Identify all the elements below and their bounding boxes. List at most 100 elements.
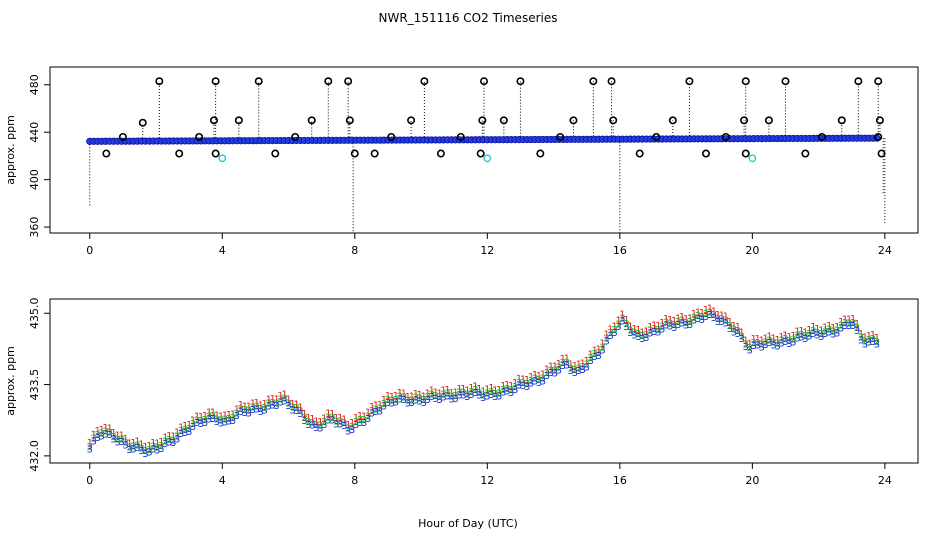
series-2-point: 2 <box>218 416 224 427</box>
series-2-point: 2 <box>623 319 629 330</box>
series-2-point: 2 <box>866 335 872 346</box>
series-3-point: 3 <box>754 341 760 352</box>
series-2-point: 2 <box>842 318 848 329</box>
series-3-point: 3 <box>623 322 629 333</box>
series-3-point: 3 <box>595 351 601 362</box>
series-1-point: 1 <box>182 421 188 432</box>
spike-point <box>781 77 790 86</box>
series-1-point: 1 <box>281 390 287 401</box>
series-1-point: 1 <box>679 312 685 323</box>
bottom-y-tick-label: 435.0 <box>28 298 41 330</box>
series-1-point: 1 <box>424 388 430 399</box>
series-2-point: 2 <box>814 328 820 339</box>
series-2-point: 2 <box>234 408 240 419</box>
series-2-point: 2 <box>540 373 546 384</box>
series-2-point: 2 <box>659 322 665 333</box>
series-1-point: 1 <box>214 411 220 422</box>
series-2-point: 2 <box>651 324 657 335</box>
series-1-point: 1 <box>683 314 689 325</box>
series-2-point: 2 <box>643 330 649 341</box>
series-2-point: 2 <box>544 368 550 379</box>
series-2-point: 2 <box>210 411 216 422</box>
series-1-point: 1 <box>293 399 299 410</box>
series-3-point: 3 <box>556 366 562 377</box>
series-3-point: 3 <box>424 395 430 406</box>
series-1-point: 1 <box>166 431 172 442</box>
series-1-point: 1 <box>397 388 403 399</box>
bottom-x-tick-label: 24 <box>878 474 892 487</box>
series-2-point: 2 <box>460 388 466 399</box>
series-1-point: 1 <box>802 327 808 338</box>
series-3-point: 3 <box>297 409 303 420</box>
series-3-point: 3 <box>261 406 267 417</box>
series-2-point: 2 <box>568 363 574 374</box>
series-3-point: 3 <box>846 321 852 332</box>
series-3-point: 3 <box>818 332 824 343</box>
series-2-point: 2 <box>631 328 637 339</box>
series-3-point: 3 <box>349 425 355 436</box>
series-1-point: 1 <box>250 399 256 410</box>
series-1-point: 1 <box>520 374 526 385</box>
series-3-point: 3 <box>727 324 733 335</box>
series-1-point: 1 <box>110 428 116 439</box>
series-1-point: 1 <box>102 423 108 434</box>
series-3-point: 3 <box>178 429 184 440</box>
series-3-point: 3 <box>476 391 482 402</box>
series-3-point: 3 <box>333 420 339 431</box>
series-3-point: 3 <box>230 416 236 427</box>
series-2-point: 2 <box>834 326 840 337</box>
bottom-x-tick-label: 4 <box>219 474 226 487</box>
series-1: 1111111111111111111111111111111111111111… <box>87 304 881 454</box>
series-2-point: 2 <box>254 402 260 413</box>
series-2-point: 2 <box>679 316 685 327</box>
series-1-point: 1 <box>305 413 311 424</box>
series-1-point: 1 <box>580 358 586 369</box>
series-1-point: 1 <box>337 413 343 424</box>
series-1-point: 1 <box>329 409 335 420</box>
series-3-point: 3 <box>731 327 737 338</box>
series-1-point: 1 <box>377 400 383 411</box>
series-3-point: 3 <box>242 408 248 419</box>
series-3-point: 3 <box>448 394 454 405</box>
spike-point <box>478 116 487 125</box>
series-2-point: 2 <box>838 321 844 332</box>
series-3-point: 3 <box>838 323 844 334</box>
series-2-point: 2 <box>743 339 749 350</box>
series-3-point: 3 <box>564 360 570 371</box>
series-3-point: 3 <box>504 387 510 398</box>
series-3-point: 3 <box>866 338 872 349</box>
top-x-tick-label: 24 <box>878 244 892 257</box>
series-3-point: 3 <box>794 333 800 344</box>
series-1-point: 1 <box>170 431 176 442</box>
series-1-point: 1 <box>261 399 267 410</box>
top-y-tick-label: 440 <box>28 122 41 143</box>
series-2-point: 2 <box>250 402 256 413</box>
series-2-point: 2 <box>448 392 454 403</box>
series-2-point: 2 <box>95 430 101 441</box>
series-1-point: 1 <box>333 413 339 424</box>
series-3-point: 3 <box>659 324 665 335</box>
series-3-point: 3 <box>548 368 554 379</box>
series-3-point: 3 <box>607 331 613 342</box>
series-2-point: 2 <box>798 330 804 341</box>
series-2-point: 2 <box>393 395 399 406</box>
series-3-point: 3 <box>540 376 546 387</box>
series-3-point: 3 <box>452 394 458 405</box>
series-1-point: 1 <box>615 316 621 327</box>
series-2-point: 2 <box>870 334 876 345</box>
spike-point <box>344 77 353 86</box>
x-axis-title: Hour of Day (UTC) <box>418 517 518 530</box>
series-1-point: 1 <box>532 370 538 381</box>
series-1-point: 1 <box>611 321 617 332</box>
series-2-point: 2 <box>293 403 299 414</box>
series-3-point: 3 <box>711 313 717 324</box>
series-3-point: 3 <box>214 417 220 428</box>
series-1-point: 1 <box>735 322 741 333</box>
series-1-point: 1 <box>345 420 351 431</box>
series-2-point: 2 <box>719 314 725 325</box>
series-3-point: 3 <box>488 390 494 401</box>
series-2-point: 2 <box>758 340 764 351</box>
series-1-point: 1 <box>289 399 295 410</box>
series-1-point: 1 <box>417 390 423 401</box>
series-2-point: 2 <box>484 388 490 399</box>
